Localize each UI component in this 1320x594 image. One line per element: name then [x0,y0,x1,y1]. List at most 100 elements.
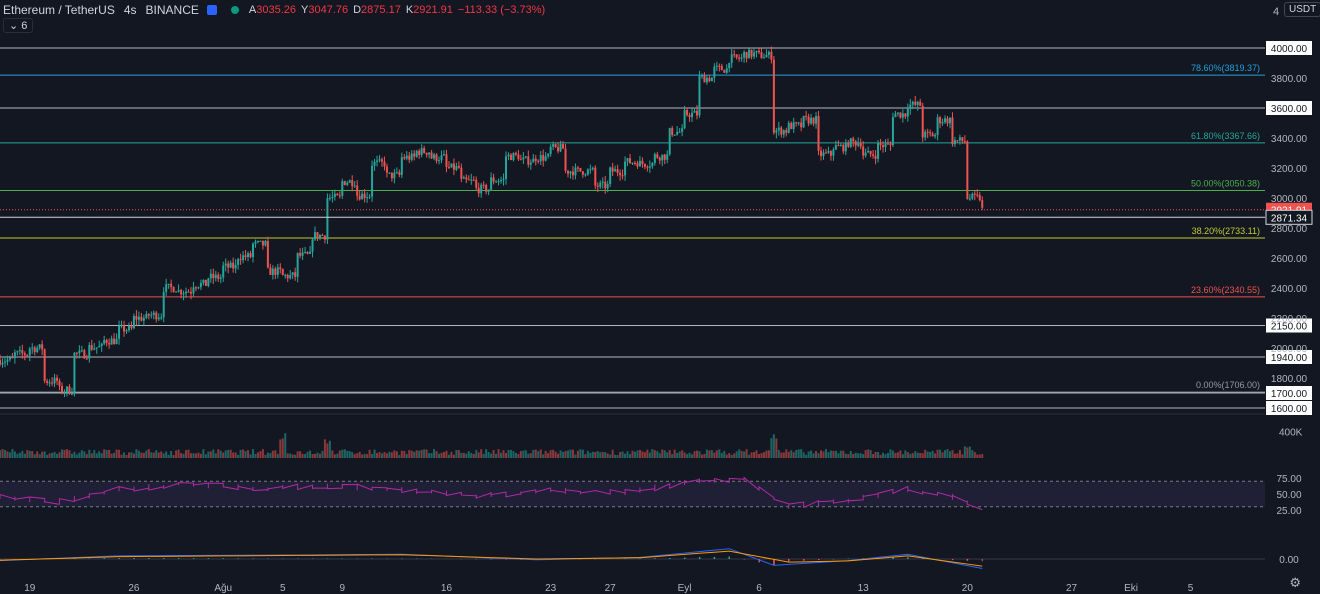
currency-unit-button[interactable]: USDT [1284,2,1320,17]
candle-body [388,172,391,174]
volume-bar [170,451,173,458]
volume-bar [934,453,937,458]
volume-bar [891,450,894,458]
macd-histogram-bar [163,558,165,559]
candle-body [296,253,299,277]
candle-body [8,357,11,360]
volume-bar [867,449,870,458]
candle-body [259,240,262,242]
time-tick-label: 16 [441,583,453,594]
volume-bar [914,451,917,458]
volume-bar [150,452,153,458]
candle-body [579,167,582,172]
volume-bar [490,453,493,458]
candle-body [534,158,537,161]
volume-bar [901,454,904,458]
indicators-toggle[interactable]: ⌄ 6 [3,18,34,33]
candle-body [18,350,21,352]
volume-bar [522,450,525,458]
candle-body [482,184,485,186]
candle-body [805,115,808,117]
candle-body [792,122,795,129]
volume-bar [810,450,813,458]
volume-bar [452,454,455,458]
candle-body [705,77,708,83]
candle-body [879,143,882,146]
volume-bar [946,449,949,458]
volume-bar [289,453,292,458]
volume-bar [941,452,944,458]
candle-body [425,152,428,155]
volume-bar [971,450,974,458]
symbol-label[interactable]: Ethereum / TetherUS [3,3,115,17]
macd-histogram-bar [684,557,686,559]
volume-bar [624,453,627,458]
macd-histogram-bar [698,557,701,559]
volume-bar [492,450,495,458]
volume-bar [626,451,629,458]
fib-level-label: 50.00%(3050.38) [1191,178,1260,188]
candle-body [452,163,455,170]
candle-body [403,157,406,159]
candle-body [668,128,671,155]
candle-body [939,117,942,124]
volume-bar [601,451,604,458]
volume-bar [390,452,393,458]
fib-level-label: 78.60%(3819.37) [1191,63,1260,73]
candle-body [279,267,282,270]
volume-bar [750,452,753,458]
volume-bar [616,454,619,458]
candle-body [43,349,46,381]
volume-bar [651,449,654,458]
volume-bar [383,452,386,458]
volume-bar [753,451,756,458]
volume-bar [571,449,574,458]
candle-body [549,146,552,154]
volume-bar [606,453,609,458]
volume-bar [797,449,800,458]
volume-bar [16,453,19,458]
candle-body [239,259,242,261]
volume-bar [872,454,875,458]
volume-bar [790,450,793,458]
volume-bar [21,450,24,458]
candle-body [700,75,703,77]
close-label: K [405,4,414,16]
candle-body [68,386,71,394]
macd-histogram-bar [192,558,195,559]
volume-bar [931,450,934,458]
rsi-band [0,481,1265,507]
volume-bar [743,451,746,458]
time-tick-label: 19 [24,583,36,594]
change-value: −113.33 (−3.73%) [457,4,546,16]
candle-body [113,338,116,345]
price-line-label-box [1266,101,1312,115]
volume-bar [758,453,760,458]
candle-body [720,65,723,71]
candle-body [380,159,383,162]
volume-bar [405,454,408,458]
settings-gear-icon[interactable]: ⚙ [1289,575,1301,590]
volume-bar [683,452,686,458]
candle-body [750,49,753,57]
volume-bar [212,449,215,458]
volume-bar [958,449,961,458]
macd-histogram-bar [788,559,790,562]
candle-body [611,167,614,172]
candle-body [3,361,6,363]
candle-body [904,113,907,117]
candle-body [629,158,632,164]
volume-bar [53,451,56,458]
candle-body [162,291,165,318]
candle-body [460,167,463,179]
candle-body [328,197,331,199]
interval-label[interactable]: 4s [123,3,137,17]
candle-body [100,343,103,347]
candle-body [373,161,376,166]
candle-body [48,382,51,384]
candle-body [782,130,785,135]
candle-body [232,262,235,269]
volume-bar [376,452,379,458]
volume-bar [338,450,341,458]
